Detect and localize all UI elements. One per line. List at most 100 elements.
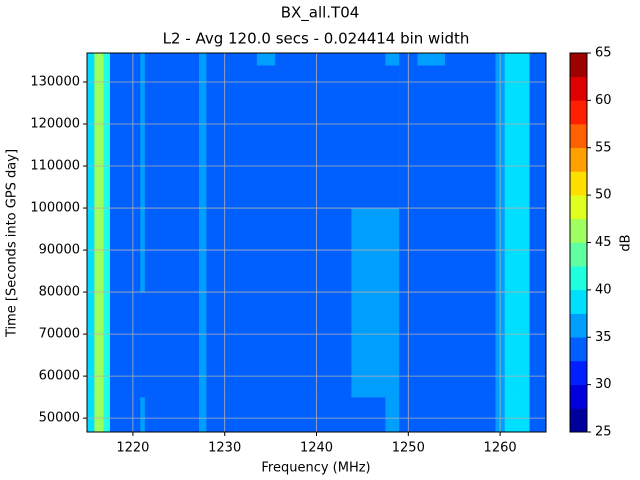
heat-cell [109, 65, 141, 209]
colorbar-band [570, 53, 587, 77]
colorbar-band [570, 242, 587, 267]
y-tick-label: 110000 [30, 159, 80, 174]
y-tick-label: 70000 [39, 327, 80, 342]
heat-cell [516, 292, 530, 398]
colorbar-band [570, 289, 587, 314]
chart-subtitle: L2 - Avg 120.0 secs - 0.024414 bin width [163, 30, 470, 48]
colorbar-band [570, 266, 587, 291]
heat-cell [198, 292, 207, 398]
colorbar-band [570, 147, 587, 172]
colorbar-band [570, 76, 587, 101]
heat-cell [94, 65, 104, 209]
heat-cell [206, 397, 258, 433]
heat-cell [140, 397, 146, 433]
heat-cell [87, 292, 95, 398]
colorbar-tick-label: 55 [595, 140, 612, 155]
x-axis-label: Frequency (MHz) [261, 461, 370, 476]
heat-cell [198, 397, 207, 433]
colorbar-band [570, 100, 587, 125]
heat-cell [504, 65, 517, 209]
heat-cell [206, 292, 258, 398]
heat-cell [94, 53, 104, 66]
heat-cell [351, 397, 368, 433]
heat-cell [275, 53, 352, 66]
x-tick-label: 1230 [208, 441, 241, 456]
heat-cell [109, 292, 141, 398]
heat-cell [103, 65, 111, 209]
heat-cell [516, 397, 530, 433]
heat-cell [256, 292, 276, 398]
heat-cell [504, 292, 517, 398]
colorbar-tick-label: 25 [595, 425, 612, 440]
heat-cell [504, 397, 517, 433]
plot-frame [86, 52, 547, 433]
heat-cell [385, 65, 400, 209]
colorbar-tick-label: 30 [595, 377, 612, 392]
heat-cell [87, 397, 95, 433]
heat-cell [366, 397, 386, 433]
heat-cell [103, 292, 111, 398]
heat-cell [385, 397, 400, 433]
heat-cell [417, 65, 446, 209]
heat-cell [87, 53, 95, 66]
heat-cell [417, 53, 446, 66]
heat-cell [275, 292, 352, 398]
heat-cell [256, 53, 276, 66]
colorbar-tick-label: 60 [595, 93, 612, 108]
heat-cell [351, 53, 368, 66]
heat-cell [198, 65, 207, 209]
colorbar-band [570, 408, 587, 433]
heat-cell [516, 65, 530, 209]
heat-cell [103, 397, 111, 433]
heat-cell [140, 292, 146, 398]
colorbar-band [570, 171, 587, 196]
heat-cell [256, 397, 276, 433]
y-axis-label: Time [Seconds into GPS day] [5, 149, 20, 338]
heat-cell [351, 292, 368, 398]
heat-cell [351, 65, 368, 209]
heat-cell [275, 397, 352, 433]
heat-cell [144, 65, 200, 209]
heat-cell [198, 53, 207, 66]
colorbar-tick-label: 50 [595, 188, 612, 203]
colorbar-label: dB [619, 234, 634, 251]
colorbar-band [570, 360, 587, 385]
y-tick-label: 130000 [30, 74, 80, 89]
heat-cell [144, 397, 200, 433]
x-tick-label: 1260 [484, 441, 517, 456]
heat-cell [144, 292, 200, 398]
x-tick-label: 1240 [300, 441, 333, 456]
heat-cell [109, 53, 141, 66]
heat-cell [109, 397, 141, 433]
heat-cell [366, 53, 386, 66]
heat-cell [366, 65, 386, 209]
heat-cell [385, 53, 400, 66]
heat-cell [94, 397, 104, 433]
y-tick-label: 80000 [39, 285, 80, 300]
heat-cell [140, 65, 146, 209]
heat-cell [103, 53, 111, 66]
x-tick-label: 1220 [116, 441, 149, 456]
heat-cell [275, 65, 352, 209]
heat-cell [417, 292, 446, 398]
heat-cell [516, 53, 530, 66]
heat-cell [529, 53, 547, 66]
heat-cell [144, 53, 200, 66]
heat-cell [417, 397, 446, 433]
heat-cell [94, 292, 104, 398]
y-tick-label: 50000 [39, 411, 80, 426]
y-tick-label: 90000 [39, 243, 80, 258]
heat-cell [140, 53, 146, 66]
colorbar-band [570, 384, 587, 409]
chart-title: BX_all.T04 [281, 4, 360, 23]
colorbar-band [570, 313, 587, 338]
colorbar-tick-label: 45 [595, 235, 612, 250]
colorbar-tick-label: 35 [595, 330, 612, 345]
x-tick-label: 1250 [392, 441, 425, 456]
heat-cell [256, 65, 276, 209]
heat-cell [445, 397, 496, 433]
heat-cell [87, 65, 95, 209]
colorbar-tick-label: 65 [595, 46, 612, 61]
y-tick-label: 120000 [30, 117, 80, 132]
